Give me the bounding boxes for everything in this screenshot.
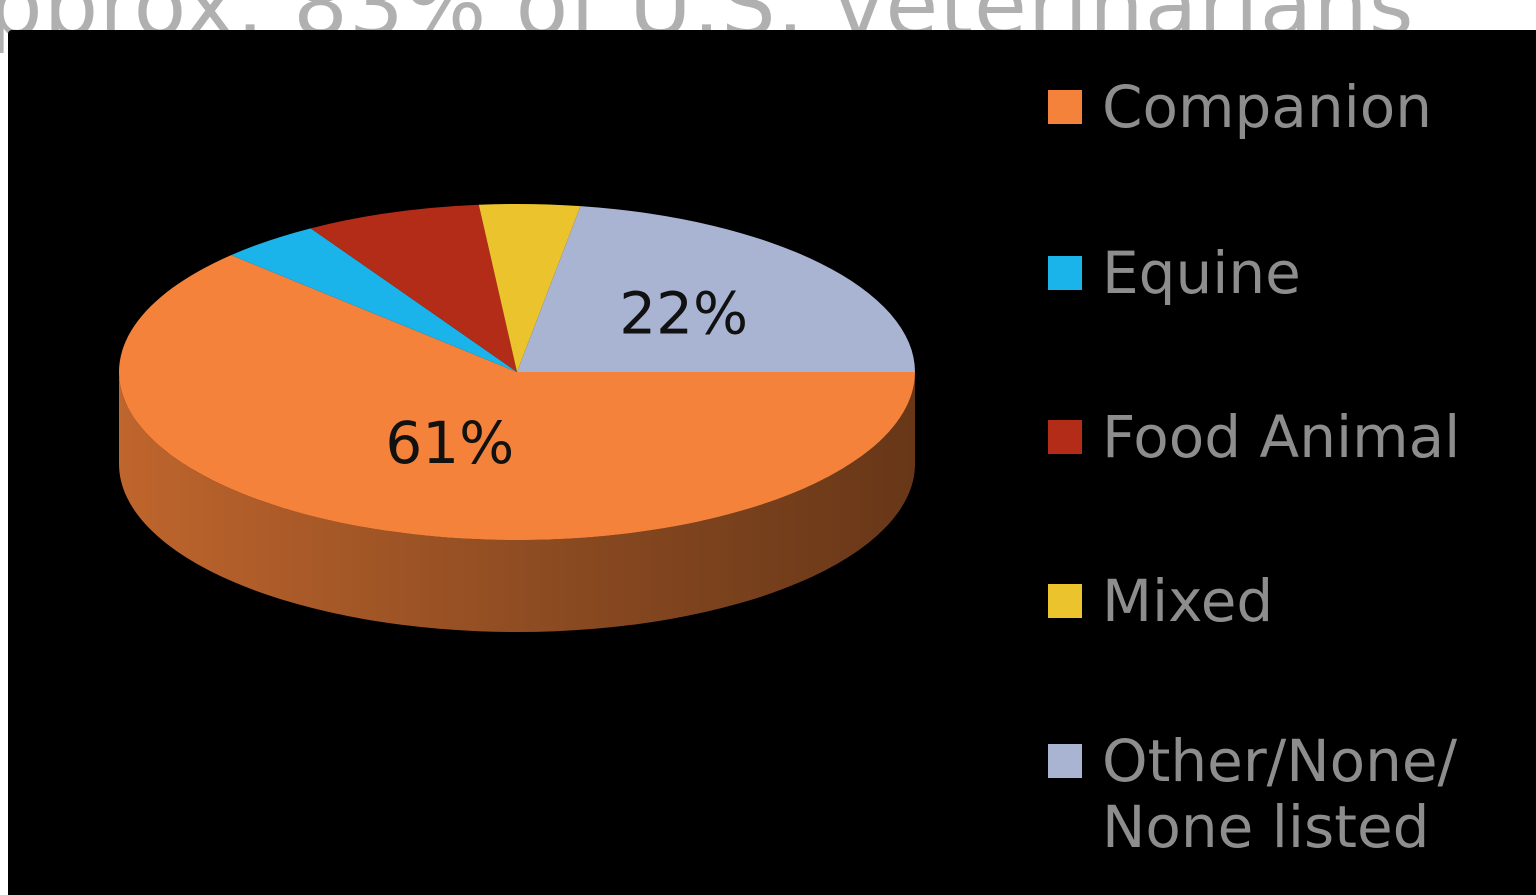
legend-label: Companion bbox=[1102, 73, 1432, 141]
legend-swatch bbox=[1048, 90, 1082, 124]
legend-item-mixed: Mixed bbox=[1048, 568, 1273, 634]
legend-item-companion: Companion bbox=[1048, 74, 1432, 140]
data-label-other-none-none-listed: 22% bbox=[619, 280, 748, 348]
legend-label: Food Animal bbox=[1102, 403, 1461, 471]
pie-slice-equine bbox=[231, 228, 517, 372]
pie-side-companion bbox=[119, 372, 915, 632]
legend-swatch bbox=[1048, 584, 1082, 618]
data-label-companion: 61% bbox=[385, 409, 514, 477]
pie-slice-other-none-none-listed bbox=[517, 206, 915, 372]
legend-label: Mixed bbox=[1102, 567, 1274, 635]
pie-slice-food-animal bbox=[310, 204, 517, 372]
legend-label: Equine bbox=[1102, 239, 1301, 307]
pie-slice-mixed bbox=[478, 204, 581, 372]
legend-swatch bbox=[1048, 420, 1082, 454]
legend-item-food-animal: Food Animal bbox=[1048, 404, 1460, 470]
legend-item-other-none-none-listed: Other/None/ None listed bbox=[1048, 728, 1457, 860]
legend-item-equine: Equine bbox=[1048, 240, 1301, 306]
legend-label: Other/None/ None listed bbox=[1102, 727, 1458, 861]
legend-swatch bbox=[1048, 256, 1082, 290]
legend-swatch bbox=[1048, 744, 1082, 778]
pie-slice-companion bbox=[119, 255, 916, 540]
